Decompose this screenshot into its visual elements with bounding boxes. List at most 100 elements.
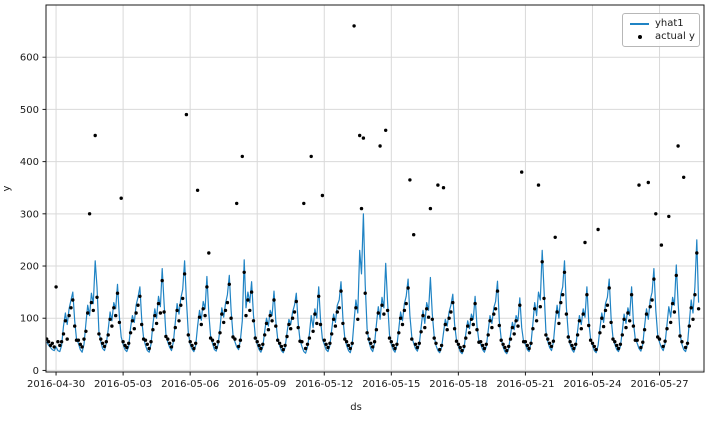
data-point bbox=[324, 342, 328, 346]
data-point bbox=[451, 300, 455, 305]
data-point bbox=[181, 296, 185, 301]
data-point bbox=[544, 333, 548, 337]
data-point bbox=[689, 306, 693, 310]
data-point bbox=[408, 178, 412, 182]
data-point bbox=[479, 340, 483, 344]
data-point bbox=[559, 300, 563, 305]
yhat1-line bbox=[46, 213, 700, 355]
data-point bbox=[89, 300, 94, 305]
data-point bbox=[127, 341, 131, 345]
data-point bbox=[223, 308, 228, 313]
data-point bbox=[317, 294, 321, 298]
data-point bbox=[587, 323, 591, 328]
data-point bbox=[466, 324, 470, 328]
data-point bbox=[331, 317, 336, 321]
data-point bbox=[629, 293, 634, 297]
data-point bbox=[525, 343, 529, 348]
data-point bbox=[147, 346, 151, 351]
data-point bbox=[534, 319, 539, 323]
y-axis-label: y bbox=[1, 185, 13, 192]
data-point bbox=[611, 337, 615, 341]
data-point bbox=[467, 331, 472, 335]
data-point bbox=[553, 235, 557, 239]
data-point bbox=[449, 310, 453, 314]
data-point bbox=[84, 329, 88, 333]
data-point bbox=[691, 317, 695, 321]
data-point bbox=[456, 342, 461, 346]
data-point bbox=[514, 319, 518, 323]
data-point bbox=[287, 322, 291, 327]
data-point bbox=[561, 293, 565, 297]
x-tick-label: 2016-05-21 bbox=[496, 379, 554, 390]
data-point bbox=[164, 334, 168, 339]
data-point bbox=[674, 273, 678, 278]
data-point bbox=[205, 285, 209, 289]
data-point bbox=[344, 340, 349, 344]
data-point bbox=[507, 344, 511, 349]
data-point bbox=[650, 298, 654, 302]
data-point bbox=[672, 310, 677, 314]
data-point bbox=[274, 324, 278, 328]
data-point bbox=[644, 312, 649, 316]
data-point bbox=[683, 345, 688, 350]
data-point bbox=[538, 305, 542, 309]
data-point bbox=[240, 154, 244, 159]
data-point bbox=[555, 310, 559, 314]
data-point bbox=[343, 337, 347, 341]
data-point bbox=[222, 320, 226, 325]
data-point bbox=[631, 324, 636, 328]
data-point bbox=[568, 340, 572, 344]
data-point bbox=[635, 338, 639, 342]
data-point bbox=[171, 338, 176, 342]
data-point bbox=[112, 306, 116, 310]
data-point bbox=[117, 320, 122, 325]
data-point bbox=[333, 324, 338, 328]
legend-entry-actual-y: actual y bbox=[630, 30, 695, 43]
data-point bbox=[114, 313, 118, 318]
data-point bbox=[188, 340, 192, 344]
x-tick-label: 2016-05-18 bbox=[429, 379, 487, 390]
data-point bbox=[445, 328, 449, 332]
data-point bbox=[371, 345, 375, 349]
data-point bbox=[574, 342, 578, 346]
data-point bbox=[508, 337, 513, 341]
x-tick-label: 2016-05-09 bbox=[228, 379, 286, 390]
data-point bbox=[227, 282, 231, 286]
data-point bbox=[490, 325, 494, 330]
data-point bbox=[410, 337, 414, 341]
data-point bbox=[65, 337, 69, 341]
data-point bbox=[669, 320, 673, 325]
data-point bbox=[292, 310, 297, 314]
data-point bbox=[419, 330, 423, 334]
data-point bbox=[562, 270, 567, 274]
data-point bbox=[484, 342, 488, 346]
data-point bbox=[361, 136, 366, 140]
data-point bbox=[236, 344, 241, 349]
data-point bbox=[238, 338, 243, 342]
legend-entry-yhat1: yhat1 bbox=[630, 17, 693, 30]
data-point bbox=[570, 343, 574, 348]
data-point bbox=[475, 328, 479, 332]
data-point bbox=[277, 341, 282, 345]
data-point bbox=[102, 344, 107, 349]
data-point bbox=[642, 328, 647, 332]
data-point bbox=[69, 306, 73, 310]
data-point bbox=[255, 340, 259, 344]
data-point bbox=[389, 340, 393, 344]
data-point bbox=[281, 347, 285, 352]
data-point bbox=[46, 337, 49, 341]
data-point bbox=[430, 317, 434, 321]
data-point bbox=[318, 322, 323, 327]
data-point bbox=[497, 323, 501, 328]
data-point bbox=[652, 277, 656, 281]
data-point bbox=[86, 311, 90, 315]
data-point bbox=[432, 336, 436, 340]
data-point bbox=[641, 340, 645, 344]
data-point bbox=[52, 345, 56, 349]
data-point bbox=[145, 342, 149, 346]
x-tick-label: 2016-05-03 bbox=[94, 379, 152, 390]
data-point bbox=[359, 206, 364, 211]
data-point bbox=[378, 144, 382, 148]
data-point bbox=[546, 337, 550, 341]
